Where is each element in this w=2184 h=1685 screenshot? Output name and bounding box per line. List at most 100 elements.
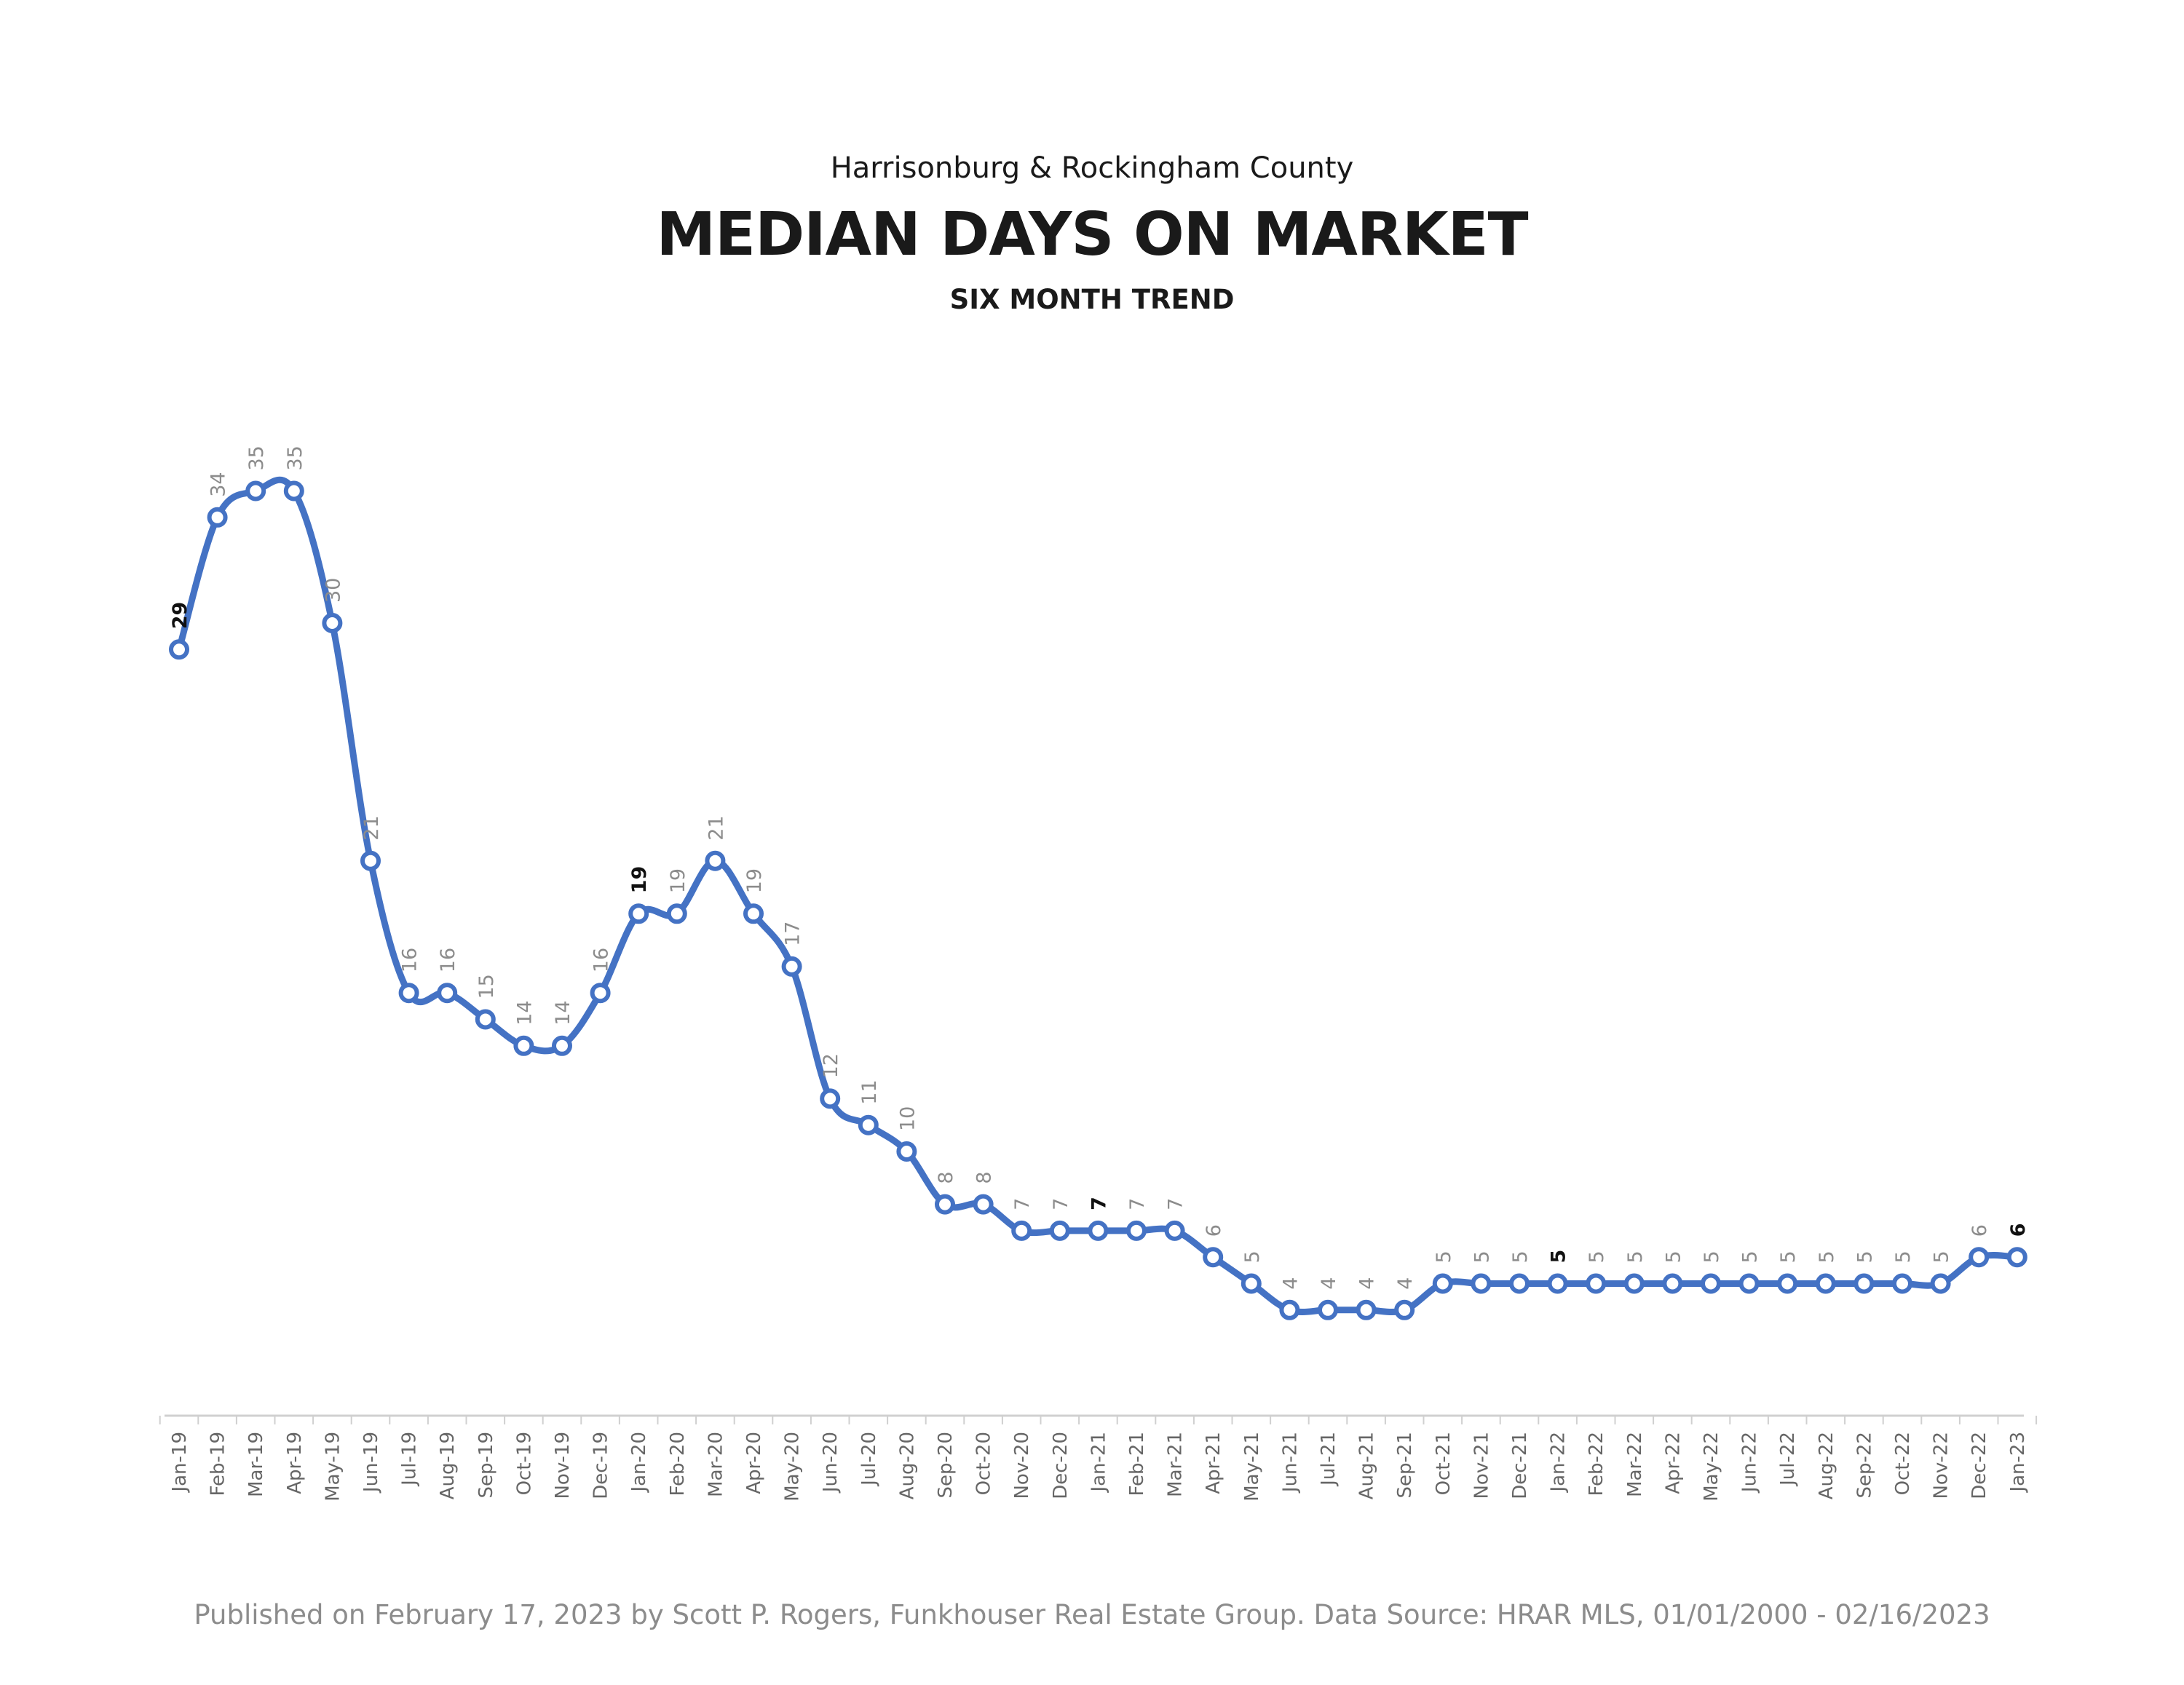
x-tick-label: Jun-21 <box>1279 1432 1301 1494</box>
data-label: 6 <box>1203 1224 1225 1237</box>
data-point <box>437 983 458 1004</box>
data-label: 17 <box>782 921 804 946</box>
data-label: 14 <box>552 1000 574 1025</box>
x-tick-label: Jan-19 <box>169 1432 191 1494</box>
x-tick-label: Jan-23 <box>2007 1432 2029 1494</box>
data-label: 34 <box>207 472 230 496</box>
data-label: 16 <box>399 948 422 972</box>
data-point <box>398 983 419 1004</box>
x-tick-label: Oct-19 <box>513 1432 535 1495</box>
data-point <box>169 639 189 660</box>
data-label: 15 <box>475 974 498 999</box>
data-point <box>1777 1273 1798 1294</box>
x-tick-label: Jun-19 <box>360 1432 382 1494</box>
x-tick-label: Aug-22 <box>1816 1432 1837 1499</box>
data-label: 4 <box>1279 1277 1302 1290</box>
data-point <box>820 1088 841 1109</box>
data-label: 7 <box>1050 1198 1072 1210</box>
data-point <box>552 1035 572 1056</box>
x-tick-label: Aug-20 <box>896 1432 918 1499</box>
data-label: 7 <box>1126 1198 1149 1210</box>
data-label: 5 <box>1931 1250 1953 1263</box>
x-tick-label: Oct-22 <box>1892 1432 1914 1495</box>
data-label: 5 <box>1777 1250 1800 1263</box>
data-point <box>781 956 802 977</box>
data-label: 4 <box>1394 1277 1417 1290</box>
data-label: 19 <box>667 868 689 893</box>
data-point <box>1011 1220 1032 1241</box>
data-point <box>283 480 304 501</box>
x-tick-label: Nov-22 <box>1931 1432 1952 1499</box>
x-tick-label: Jun-22 <box>1739 1432 1761 1494</box>
x-tick-label: Sep-21 <box>1394 1432 1416 1498</box>
data-label: 5 <box>1624 1250 1647 1263</box>
x-tick-label: Feb-22 <box>1586 1432 1607 1496</box>
data-point <box>1738 1273 1760 1294</box>
data-point <box>1815 1273 1836 1294</box>
data-point <box>513 1035 534 1056</box>
data-point <box>1586 1273 1607 1294</box>
data-label: 6 <box>2007 1223 2030 1237</box>
data-point <box>1892 1273 1912 1294</box>
data-label: 16 <box>590 948 613 972</box>
data-point <box>1509 1273 1530 1294</box>
x-tick-label: Jul-20 <box>858 1432 880 1487</box>
x-tick-label: Aug-19 <box>437 1432 459 1499</box>
data-label: 5 <box>1701 1250 1723 1263</box>
data-point <box>2006 1247 2027 1268</box>
data-point <box>628 903 649 924</box>
x-tick-label: Jul-19 <box>399 1432 421 1487</box>
x-tick-label: Jul-22 <box>1777 1432 1799 1487</box>
data-label: 14 <box>513 1000 536 1025</box>
data-label: 21 <box>360 815 383 840</box>
series-line <box>175 476 2021 1316</box>
x-tick-label: Jul-21 <box>1318 1432 1340 1487</box>
data-point <box>1547 1273 1568 1294</box>
data-point <box>1969 1247 1990 1268</box>
data-label: 35 <box>284 445 306 470</box>
x-tick-label: Jan-20 <box>628 1432 650 1494</box>
data-point <box>360 850 381 871</box>
data-label: 5 <box>1853 1250 1876 1263</box>
x-tick-label: Feb-20 <box>667 1432 689 1496</box>
data-point <box>1930 1273 1951 1294</box>
chart-subtitle-top: Harrisonburg & Rockingham County <box>830 151 1354 185</box>
data-label: 5 <box>1892 1250 1915 1263</box>
data-label: 5 <box>1586 1250 1608 1263</box>
footer-credit: Published on February 17, 2023 by Scott … <box>194 1599 1990 1630</box>
chart-subtitle: SIX MONTH TREND <box>949 284 1235 315</box>
data-label: 7 <box>1011 1198 1034 1210</box>
chart-title: MEDIAN DAYS ON MARKET <box>656 200 1528 269</box>
data-label: 5 <box>1662 1250 1685 1263</box>
data-point <box>858 1114 879 1135</box>
data-point <box>1356 1299 1377 1320</box>
x-tick-label: Sep-22 <box>1853 1432 1875 1498</box>
x-tick-label: Dec-19 <box>590 1432 612 1499</box>
data-point <box>1662 1273 1683 1294</box>
x-tick-label: Dec-22 <box>1969 1432 1990 1499</box>
data-point <box>973 1194 994 1215</box>
x-tick-label: May-19 <box>322 1432 344 1502</box>
data-label: 19 <box>628 866 651 894</box>
series-markers <box>169 480 2027 1320</box>
x-tick-label: Aug-21 <box>1356 1432 1378 1499</box>
data-label: 4 <box>1318 1277 1340 1290</box>
data-point <box>590 983 611 1004</box>
x-tick-label: Jan-21 <box>1088 1432 1109 1494</box>
data-label: 10 <box>896 1106 919 1131</box>
data-point <box>1241 1273 1262 1294</box>
data-point <box>1853 1273 1875 1294</box>
data-point <box>1318 1299 1338 1320</box>
data-point <box>475 1009 496 1030</box>
data-label: 5 <box>1816 1250 1838 1263</box>
data-label: 8 <box>973 1171 996 1184</box>
x-tick-label: May-20 <box>782 1432 804 1502</box>
data-point <box>1164 1220 1185 1241</box>
x-tick-label: Nov-21 <box>1471 1432 1492 1499</box>
data-label: 5 <box>1241 1250 1264 1263</box>
data-label: 6 <box>1969 1224 1991 1237</box>
x-tick-label: Apr-22 <box>1662 1432 1684 1494</box>
data-label: 19 <box>743 868 766 893</box>
x-tick-label: May-21 <box>1241 1432 1263 1502</box>
data-point <box>207 507 228 528</box>
